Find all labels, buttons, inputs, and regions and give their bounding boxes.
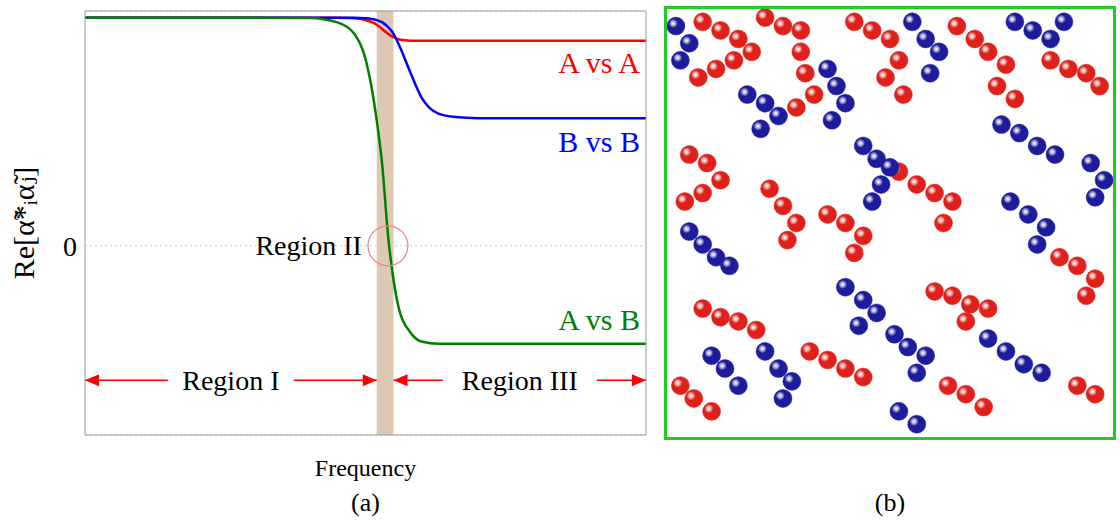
svg-text:Re[α̃*ᵢα̃ⱼ]: Re[α̃*ᵢα̃ⱼ] <box>7 167 40 280</box>
svg-text:Region III: Region III <box>462 365 578 396</box>
svg-text:A vs A: A vs A <box>558 46 640 79</box>
svg-text:0: 0 <box>63 231 77 262</box>
html-text:(b): (b) <box>874 488 906 517</box>
svg-text:Region II: Region II <box>255 230 362 261</box>
svg-text:Frequency: Frequency <box>315 455 416 481</box>
svg-text:B vs B: B vs B <box>558 125 640 158</box>
svg-text:A vs B: A vs B <box>558 303 640 336</box>
svg-text:Region I: Region I <box>182 365 279 396</box>
html-text:(a): (a) <box>351 488 380 517</box>
